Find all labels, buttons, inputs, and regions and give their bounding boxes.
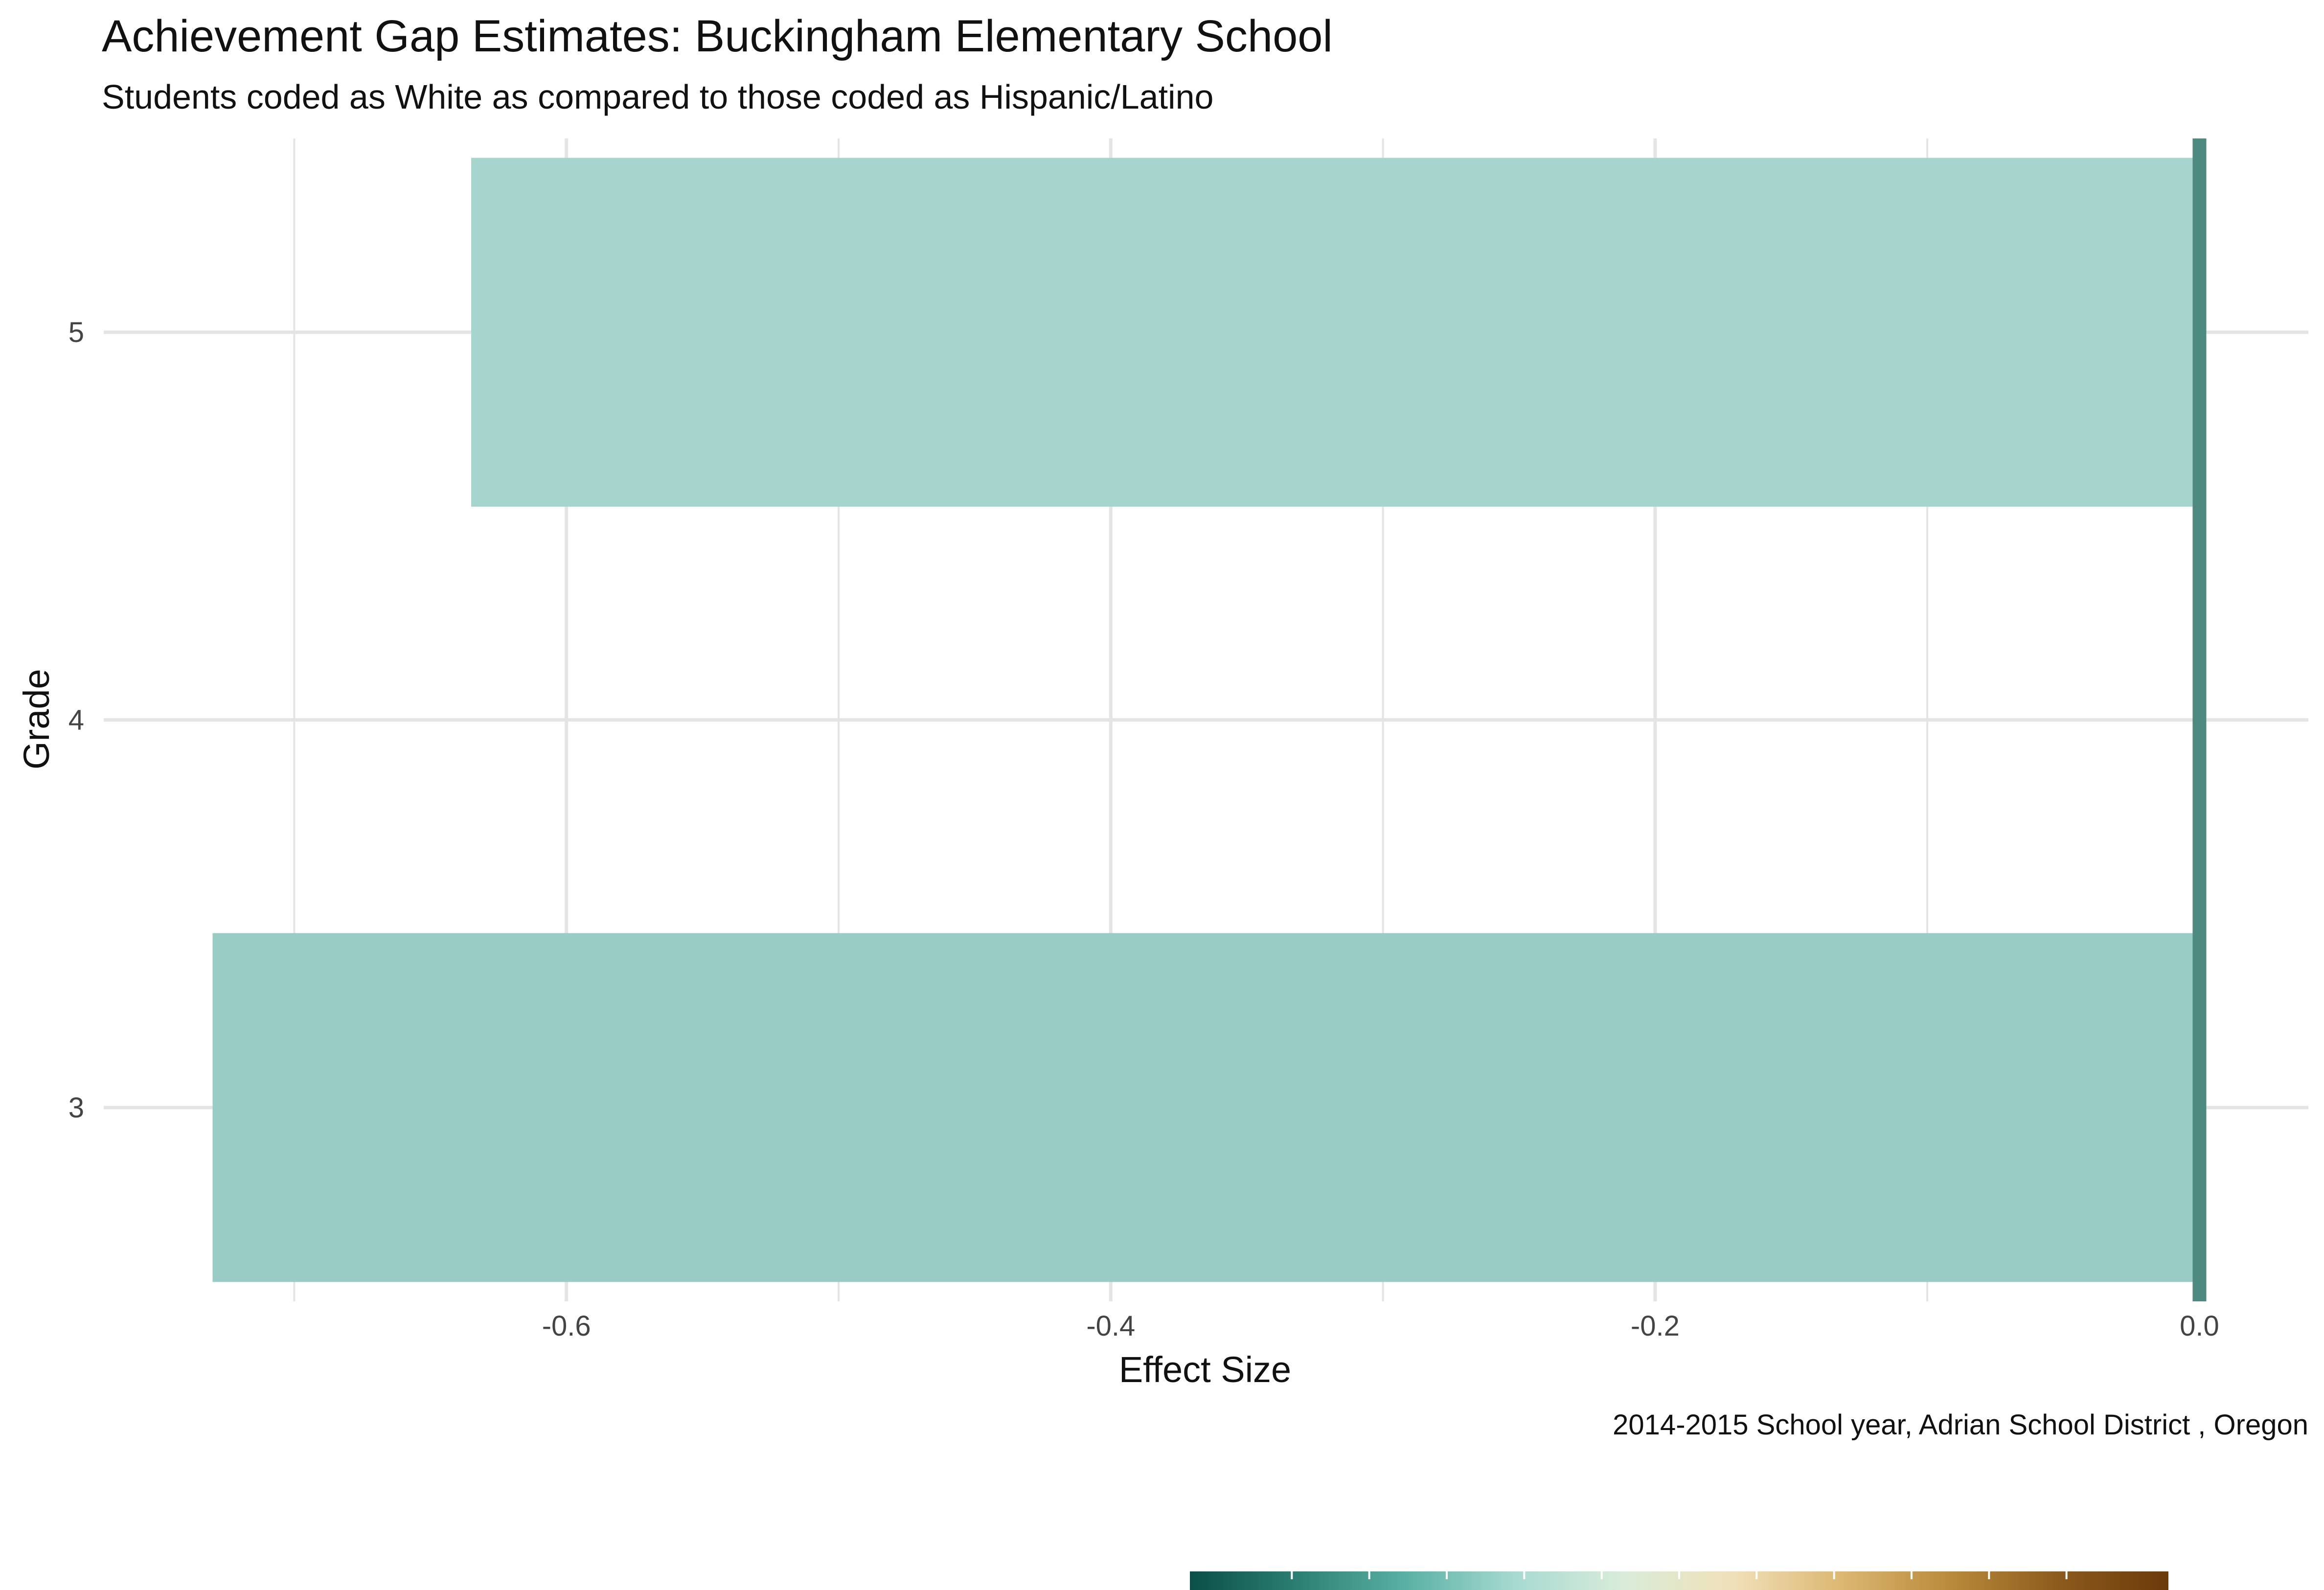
chart-title: Achievement Gap Estimates: Buckingham El…: [102, 11, 1333, 61]
x-tick-label: -0.4: [1086, 1310, 1135, 1342]
bars-layer: [212, 138, 2207, 1301]
chart-caption: 2014-2015 School year, Adrian School Dis…: [1613, 1409, 2308, 1441]
y-tick-label: 3: [68, 1092, 84, 1124]
x-tick-label: -0.6: [542, 1310, 591, 1342]
y-axis-label: Grade: [16, 669, 57, 770]
zero-reference-line: [2192, 138, 2207, 1301]
chart-subtitle: Students coded as White as compared to t…: [102, 78, 1213, 116]
x-axis-label: Effect Size: [1119, 1349, 1291, 1390]
bar-grade-3: [212, 933, 2200, 1282]
bar-grade-5: [471, 158, 2200, 507]
colorbar-ticks: [1291, 1571, 2068, 1579]
y-tick-label: 4: [68, 704, 84, 736]
x-tick-label: -0.2: [1631, 1310, 1680, 1342]
axis-layer: -0.6 -0.4 -0.2 0.0 3 4 5: [68, 317, 2219, 1342]
y-tick-label: 5: [68, 317, 84, 348]
x-tick-label: 0.0: [2180, 1310, 2219, 1342]
color-legend-bar: [1190, 1571, 2168, 1590]
